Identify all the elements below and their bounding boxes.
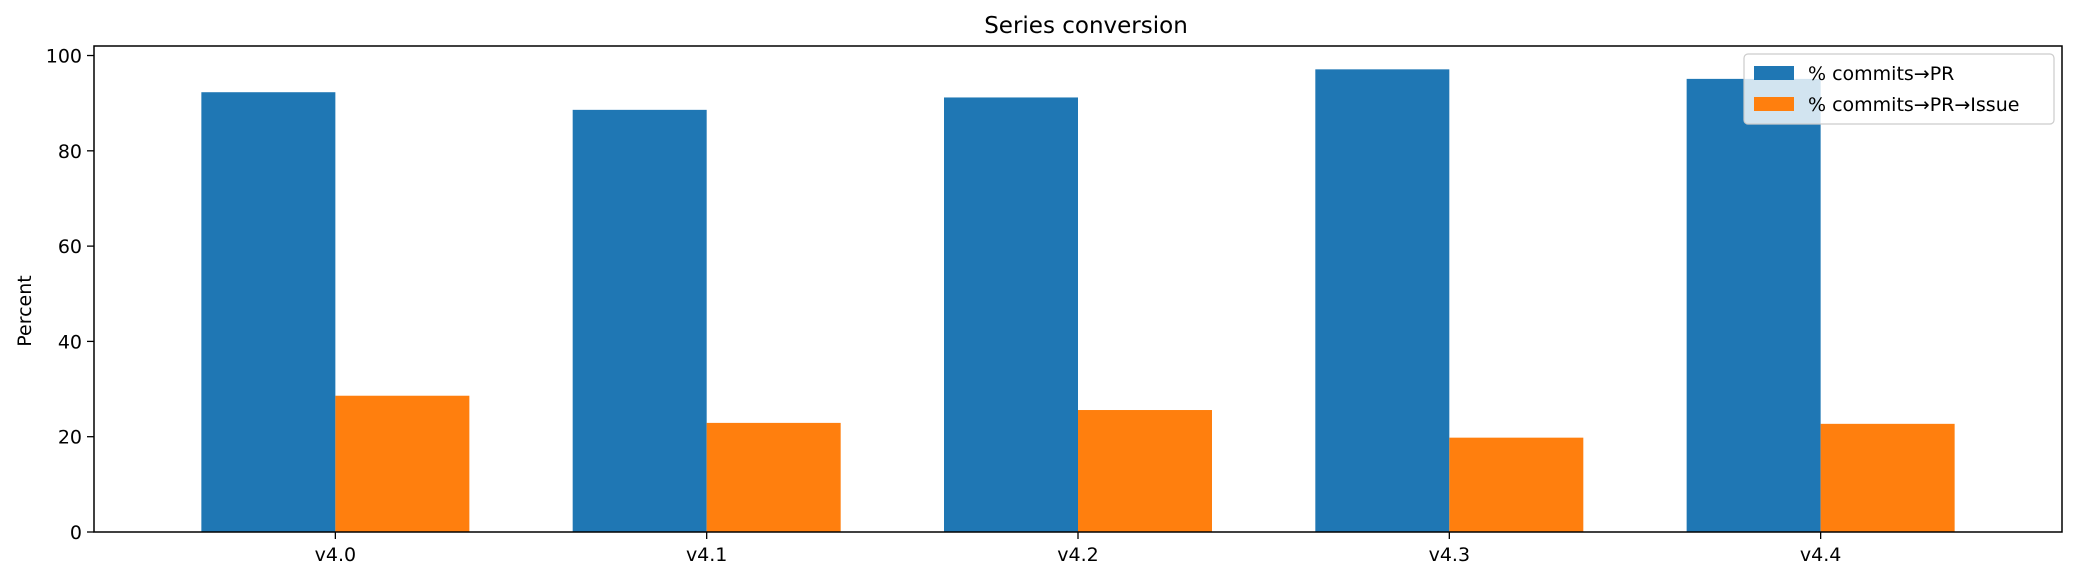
- legend: % commits→PR % commits→PR→Issue: [1743, 53, 2055, 125]
- y-tick-label: 0: [70, 522, 82, 544]
- x-tick-label: v4.4: [1800, 544, 1841, 566]
- legend-label: % commits→PR: [1808, 63, 1954, 85]
- bars-layer: [201, 69, 1955, 533]
- bar: [572, 109, 707, 533]
- y-tick-label: 100: [46, 46, 82, 68]
- bar: [1315, 69, 1450, 533]
- y-axis-label: Percent: [14, 275, 36, 347]
- bar: [944, 97, 1078, 532]
- bar: [335, 395, 470, 532]
- y-tick-label: 80: [58, 141, 82, 163]
- x-tick-label: v4.0: [315, 544, 356, 566]
- x-tick-label: v4.2: [1057, 544, 1098, 566]
- bar: [1449, 437, 1584, 532]
- x-tick-label: v4.3: [1429, 544, 1470, 566]
- y-tick-label: 20: [58, 427, 82, 449]
- axes-layer: 0 20 40 60 80 100 v4.0 v4.1 v4.2 v4.3 v4.4: [46, 45, 2063, 566]
- bar: [201, 92, 336, 532]
- y-tick-label: 60: [58, 236, 82, 258]
- bar: [1820, 423, 1955, 532]
- y-tick-label: 40: [58, 331, 82, 353]
- chart-title: Series conversion: [984, 13, 1188, 39]
- bar: [1686, 78, 1821, 533]
- legend-label: % commits→PR→Issue: [1808, 94, 2019, 116]
- legend-box: [1743, 53, 2055, 125]
- x-tick-label: v4.1: [686, 544, 727, 566]
- legend-swatch: [1754, 97, 1794, 111]
- bar: [706, 422, 841, 532]
- legend-swatch: [1754, 66, 1794, 80]
- bar: [1078, 410, 1212, 532]
